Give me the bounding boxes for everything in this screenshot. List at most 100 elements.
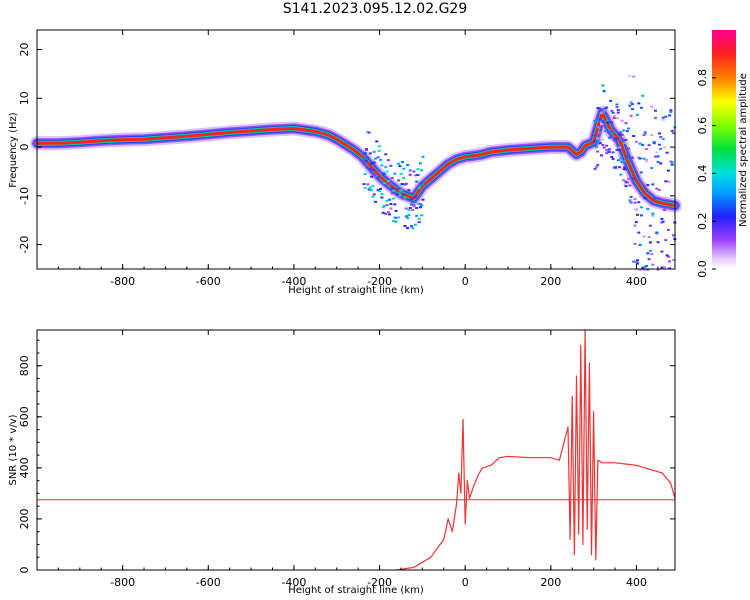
spectral-noise-cell	[619, 173, 623, 176]
spectral-noise-cell	[665, 151, 669, 154]
spectral-noise-cell	[610, 109, 614, 112]
spectral-noise-cell	[661, 116, 665, 119]
spectral-noise-cell	[654, 109, 657, 112]
spectral-noise-cell	[415, 214, 419, 217]
spectral-noise-cell	[666, 255, 670, 258]
spectral-noise-cell	[394, 220, 398, 223]
spectral-noise-cell	[601, 84, 605, 87]
spectral-noise-cell	[594, 120, 598, 123]
spectral-noise-cell	[620, 168, 624, 170]
spectral-noise-cell	[601, 144, 605, 146]
spectral-noise-cell	[628, 104, 632, 107]
spectral-noise-cell	[386, 159, 390, 162]
spectral-noise-cell	[664, 239, 668, 242]
spectral-noise-cell	[385, 204, 389, 207]
spectral-noise-cell	[603, 109, 607, 112]
spectral-noise-cell	[645, 148, 648, 150]
spectral-noise-cell	[406, 164, 410, 166]
spectral-noise-cell	[372, 161, 376, 164]
snr-x-tick-label: 0	[462, 576, 469, 589]
snr-frame	[36, 329, 676, 571]
spectral-noise-cell	[627, 127, 630, 130]
spectral-noise-cell	[362, 157, 366, 160]
spectral-noise-cell	[606, 119, 610, 122]
spectral-noise-cell	[616, 111, 620, 114]
spectral-noise-cell	[370, 162, 374, 165]
snr-x-tick-label: 200	[540, 576, 561, 589]
spectral-noise-cell	[650, 167, 654, 170]
spectral-noise-cell	[597, 139, 601, 142]
spectral-noise-cell	[388, 213, 392, 216]
spectral-noise-cell	[390, 187, 394, 190]
spectral-noise-cell	[672, 234, 675, 237]
spectral-noise-cell	[629, 201, 633, 204]
spectral-noise-cell	[600, 154, 604, 157]
spectral-noise-cell	[623, 168, 627, 171]
spectral-noise-cell	[383, 182, 386, 185]
spectral-noise-cell	[615, 148, 619, 151]
spectral-noise-cell	[388, 184, 392, 187]
spectral-noise-cell	[651, 212, 655, 215]
spectral-noise-cell	[632, 177, 636, 180]
spectral-noise-cell	[647, 258, 651, 261]
spectrogram-y-ticks: -20 -10 0 10 20	[18, 43, 675, 254]
spectrogram-y-tick-label: 0	[18, 144, 31, 151]
spectral-noise-cell	[371, 169, 375, 172]
spectral-noise-cell	[624, 122, 628, 125]
spectral-noise-cell	[648, 224, 652, 227]
spectral-noise-cell	[636, 262, 639, 265]
spectral-noise-cell	[607, 151, 611, 154]
spectral-noise-cell	[407, 214, 411, 217]
spectrogram-x-label: Height of straight line (km)	[288, 285, 424, 296]
spectral-noise-cell	[614, 166, 618, 169]
spectral-noise-cell	[650, 105, 654, 108]
spectral-noise-cell	[616, 109, 620, 112]
spectral-noise-cell	[627, 147, 630, 150]
colorbar-tick-label: 0.6	[696, 117, 709, 135]
snr-x-label: Height of straight line (km)	[288, 585, 424, 596]
spectral-noise-cell	[654, 155, 657, 158]
spectral-noise-cell	[383, 173, 386, 176]
spectral-noise-cell	[659, 147, 663, 150]
colorbar-tick-label: 0.2	[696, 212, 709, 230]
spectral-noise-cell	[642, 157, 646, 160]
spectral-noise-cell	[388, 198, 392, 201]
spectrogram-y-tick-label: 10	[18, 91, 31, 105]
spectral-noise-cell	[627, 153, 630, 156]
spectral-noise-cell	[623, 166, 627, 169]
snr-x-tick-label: -600	[196, 576, 221, 589]
spectral-noise-cell	[370, 189, 374, 192]
spectral-noise-cell	[646, 183, 650, 186]
spectral-noise-cell	[406, 227, 410, 230]
spectral-noise-cell	[402, 167, 406, 170]
spectral-noise-cell	[598, 142, 602, 145]
spectral-noise-cell	[636, 213, 639, 216]
spectral-noise-cell	[666, 229, 670, 231]
spectral-noise-cell	[398, 194, 402, 197]
spectral-noise-cell	[399, 172, 403, 175]
spectral-noise-cell	[663, 266, 666, 269]
snr-y-ticks: 0 200 400 600 800	[18, 339, 675, 574]
spectral-noise-cell	[406, 216, 410, 219]
spectral-noise-cell	[597, 107, 601, 110]
spectral-noise-cell	[641, 94, 645, 97]
spectral-noise-cell	[385, 170, 389, 173]
spectral-noise-cell	[645, 160, 648, 163]
snr-plot-area	[37, 329, 676, 571]
spectral-noise-cell	[650, 253, 654, 256]
colorbar-tick-label: 0.8	[696, 69, 709, 87]
spectral-noise-cell	[663, 146, 666, 149]
spectral-noise-cell	[638, 142, 642, 145]
spectral-noise-cell	[659, 136, 663, 138]
spectral-noise-cell	[620, 119, 624, 122]
spectral-noise-cell	[611, 111, 615, 114]
spectral-noise-cell	[600, 112, 604, 115]
spectrogram-x-ticks: -800 -600 -400 -200 0 200 400	[36, 30, 659, 288]
spectral-noise-cell	[390, 192, 394, 195]
spectrogram-y-tick-label: 20	[18, 43, 31, 57]
spectral-noise-cell	[611, 158, 615, 161]
spectral-noise-cell	[605, 106, 609, 109]
spectral-noise-cell	[601, 138, 605, 141]
spectral-noise-cell	[416, 174, 420, 176]
spectral-noise-cell	[596, 164, 600, 167]
